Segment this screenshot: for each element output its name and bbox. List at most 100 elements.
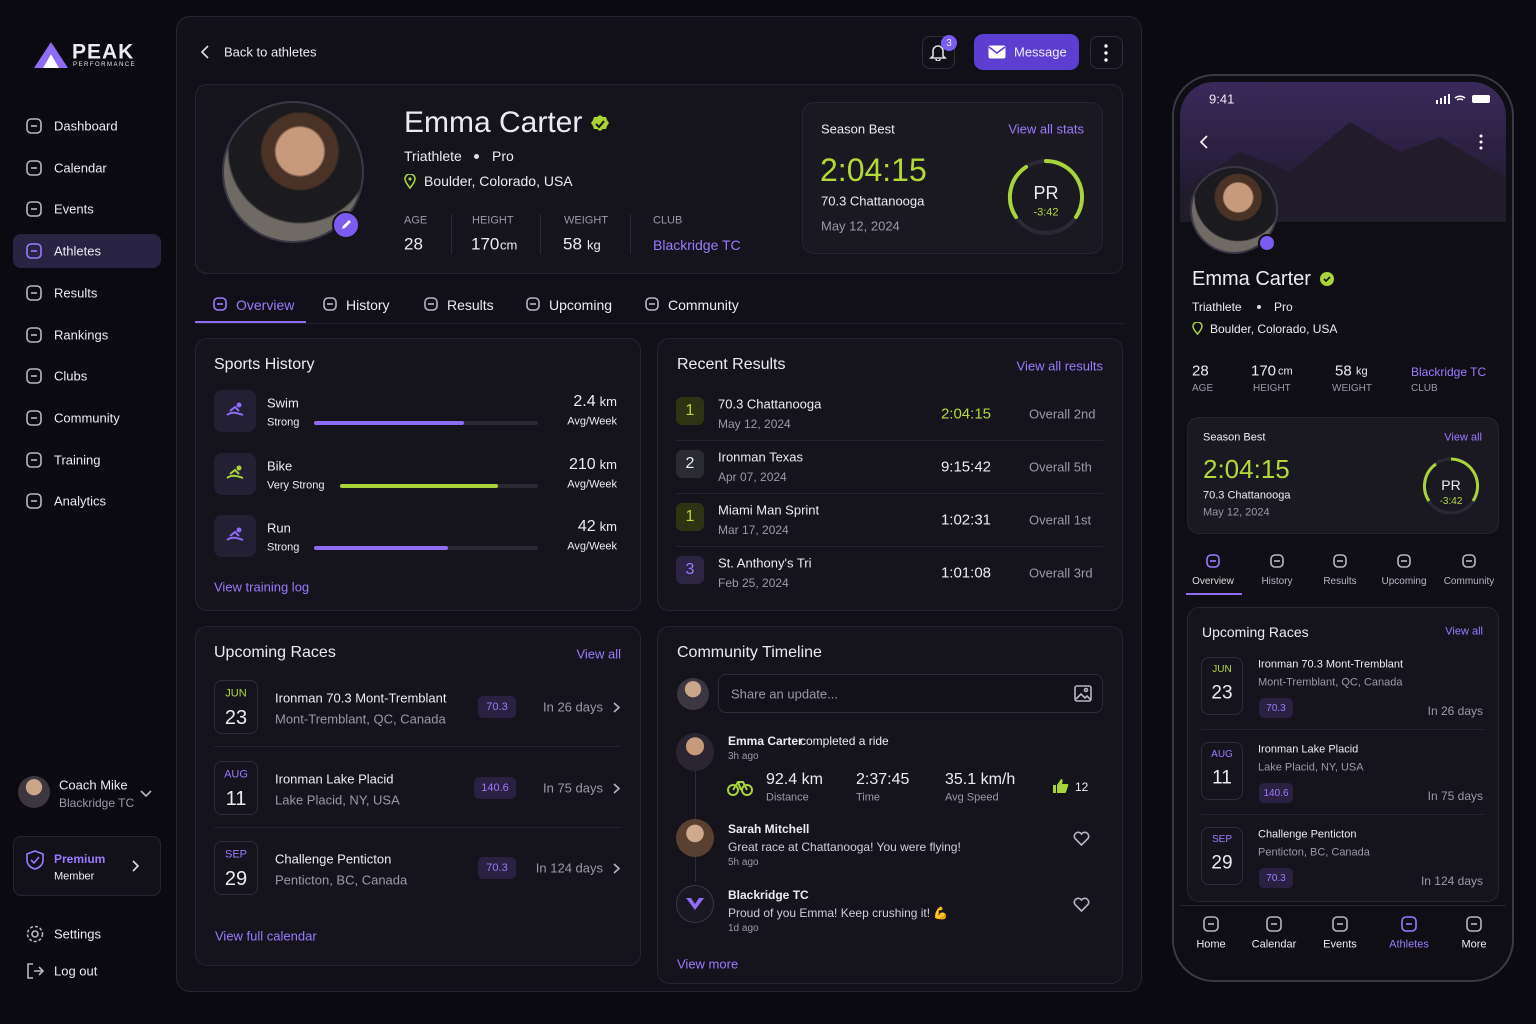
icon-shape [1462, 554, 1476, 568]
view-all-stats[interactable]: View all [1444, 431, 1482, 444]
club-link[interactable]: Blackridge TC [653, 237, 741, 253]
view-all-races[interactable]: View all [1445, 625, 1483, 638]
card-title: Upcoming Races [214, 644, 336, 661]
race-month: JUN [1212, 664, 1232, 675]
nav-item[interactable]: Analytics [54, 493, 107, 509]
back-icon[interactable] [1199, 135, 1208, 149]
image-icon[interactable] [1074, 685, 1092, 702]
bottom-nav-item[interactable]: Home [1196, 938, 1226, 951]
nav-item[interactable]: Training [54, 452, 101, 468]
icon-shape [1444, 96, 1446, 104]
heart-icon[interactable] [1073, 831, 1090, 846]
race-name: Ironman 70.3 Mont-Tremblant [1258, 658, 1404, 671]
season-best-title: Season Best [1203, 431, 1266, 444]
tab[interactable]: Upcoming [549, 297, 613, 313]
race-day: 11 [225, 787, 247, 810]
tab[interactable]: Results [1323, 576, 1357, 587]
logout-icon [27, 963, 44, 979]
logout-link[interactable]: Log out [54, 963, 98, 979]
race-day: 11 [1212, 767, 1232, 789]
bottom-nav-item[interactable]: Calendar [1251, 938, 1297, 951]
view-all-races[interactable]: View all [576, 646, 621, 662]
race-month: JUN [225, 687, 247, 700]
chevron[interactable] [613, 782, 620, 794]
nav-item[interactable]: Clubs [54, 368, 88, 384]
icon-shape [26, 284, 42, 301]
season-best-race: 70.3 Chattanooga [1203, 489, 1291, 502]
icon [1206, 554, 1220, 568]
sport-icon [226, 465, 244, 479]
view-training-log[interactable]: View training log [214, 579, 310, 595]
notification-button[interactable] [922, 36, 955, 69]
race-location: Mont-Tremblant, QC, Canada [1258, 676, 1403, 689]
place: 2 [685, 455, 695, 472]
date-box [214, 841, 258, 895]
edit-photo-button[interactable] [1258, 234, 1276, 252]
tab[interactable]: Community [1443, 576, 1495, 587]
card-title: Upcoming Races [1202, 624, 1309, 640]
icon-shape [613, 863, 620, 874]
recent-results-card [657, 338, 1123, 611]
bottom-nav-item[interactable]: Events [1323, 938, 1357, 951]
view-all-stats[interactable]: View all stats [1008, 121, 1084, 137]
tab[interactable]: Community [668, 297, 739, 313]
tab[interactable]: Overview [236, 297, 295, 313]
icon [26, 284, 42, 301]
icon-shape [26, 159, 42, 176]
nav-item[interactable]: Rankings [54, 327, 109, 342]
icon-shape [591, 115, 609, 131]
tab[interactable]: History [1261, 576, 1293, 587]
icon-shape [929, 45, 947, 61]
nav-item[interactable]: Events [54, 201, 94, 217]
more-button[interactable] [1090, 36, 1123, 69]
tab[interactable]: Overview [1192, 576, 1234, 587]
race-time: 1:02:31 [940, 511, 991, 529]
view-more[interactable]: View more [677, 956, 739, 972]
heart-icon[interactable] [1073, 897, 1090, 912]
verified-icon [1320, 272, 1334, 286]
season-best-date: May 12, 2024 [821, 218, 900, 234]
premium-card[interactable] [13, 836, 161, 896]
club-link[interactable]: Blackridge TC [1411, 365, 1487, 379]
kebab-icon[interactable] [1479, 134, 1483, 150]
stat-value: 28 [404, 234, 423, 254]
tab[interactable]: Upcoming [1381, 576, 1427, 587]
tab[interactable]: Results [447, 297, 494, 313]
icon-shape [613, 782, 620, 794]
view-all-results[interactable]: View all results [1016, 358, 1103, 374]
stat-label: AGE [404, 214, 428, 227]
icon [1401, 916, 1417, 932]
icon-shape [1199, 135, 1208, 149]
premium-subtitle: Member [54, 870, 95, 883]
sport-icon [226, 527, 244, 541]
settings-link[interactable]: Settings [54, 926, 101, 942]
chevron[interactable] [613, 702, 620, 713]
nav-item[interactable]: Athletes [54, 243, 101, 259]
nav-item[interactable]: Dashboard [54, 118, 118, 134]
verified-icon [591, 115, 609, 131]
chevron[interactable] [613, 863, 620, 874]
stat-value: 28 [1192, 362, 1209, 380]
icon-shape [26, 451, 42, 468]
like-icon[interactable] [1052, 778, 1069, 794]
tab[interactable]: History [346, 297, 390, 313]
view-full-calendar[interactable]: View full calendar [215, 928, 317, 944]
divider [540, 214, 541, 254]
icon-shape [1074, 685, 1092, 702]
avatar [677, 678, 709, 710]
icon-shape [613, 702, 620, 713]
back-link[interactable]: Back to athletes [224, 44, 317, 60]
post-time: 5h ago [728, 857, 759, 868]
bottom-nav-item[interactable]: Athletes [1389, 938, 1429, 951]
sidebar: PEAK PERFORMANCE Dashboard Calendar Events… [0, 0, 176, 1024]
nav-item[interactable]: Community [54, 410, 120, 426]
nav-item[interactable]: Calendar [54, 160, 107, 176]
update-input[interactable] [718, 674, 1103, 713]
chevron[interactable] [140, 790, 152, 798]
back-icon[interactable] [201, 45, 209, 59]
stat-label: AGE [1192, 383, 1214, 394]
icon-shape [1270, 554, 1284, 568]
nav-item[interactable]: Results [54, 285, 98, 301]
icon [1333, 554, 1347, 568]
bottom-nav-item[interactable]: More [1461, 938, 1487, 951]
